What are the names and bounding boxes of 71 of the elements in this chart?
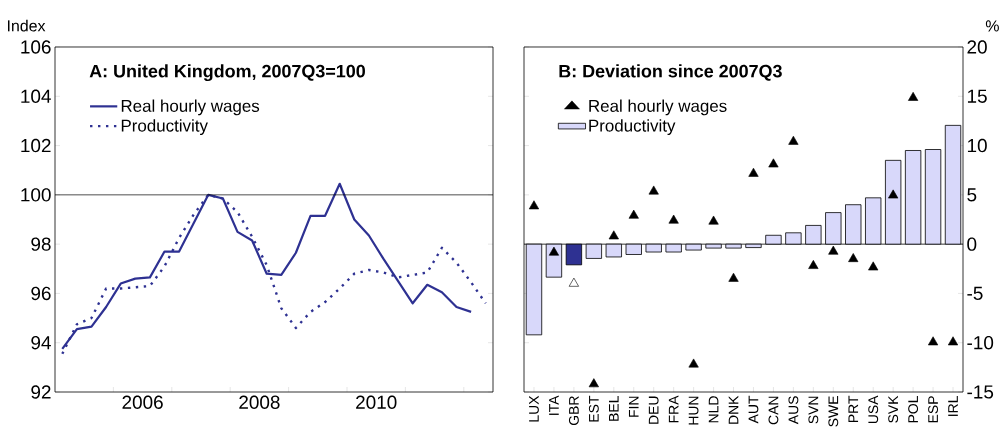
- y-tick-label: 98: [31, 237, 51, 251]
- point: [928, 336, 939, 346]
- y-tick-label: 20: [967, 40, 987, 54]
- x-tick-label: EST: [588, 395, 599, 422]
- point: [808, 260, 819, 269]
- point: [708, 215, 719, 225]
- x-tick-label: FIN: [628, 396, 639, 417]
- x-tick-label: AUS: [788, 396, 799, 425]
- x-tick-label: ITA: [549, 395, 559, 415]
- y-tick-label: 96: [31, 286, 51, 301]
- point: [848, 253, 859, 262]
- y-tick-label: 10: [967, 138, 987, 153]
- point: [748, 167, 759, 177]
- point: [528, 200, 540, 210]
- x-tick-label: 2008: [239, 395, 280, 409]
- point: [868, 261, 879, 271]
- x-tick-label: HUN: [688, 396, 699, 425]
- x-tick-label: 2006: [122, 395, 163, 409]
- x-tick-label: LUX: [529, 395, 539, 422]
- x-tick-label: IRL: [948, 395, 958, 416]
- point: [588, 378, 599, 388]
- y-tick-label: 5: [967, 188, 977, 202]
- y-tick-label: 15: [967, 89, 987, 103]
- point: [688, 358, 699, 368]
- point: [668, 214, 679, 224]
- legend-label: Real hourly wages: [121, 99, 260, 116]
- x-tick-label: BEL: [609, 395, 619, 421]
- point: [608, 230, 619, 240]
- y-tick-label: -10: [967, 336, 994, 350]
- x-tick-label: GBR: [568, 396, 579, 426]
- y-tick-label: 92: [31, 385, 51, 399]
- x-tick-label: PRT: [848, 395, 859, 423]
- point: [728, 272, 739, 282]
- y-tick-label: 104: [21, 89, 51, 103]
- x-tick-label: SWE: [828, 396, 839, 427]
- x-tick-label: DNK: [728, 395, 739, 424]
- text: A: United Kingdom, 2007Q3=100: [89, 64, 365, 82]
- point: [548, 246, 559, 256]
- y-tick-label: 100: [21, 188, 51, 202]
- y-tick-label: 94: [31, 336, 51, 350]
- point: [908, 91, 919, 101]
- x-tick-label: AUT: [748, 395, 759, 424]
- point: [788, 135, 799, 145]
- x-tick-label: USA: [868, 395, 879, 424]
- y-axis-title: Index: [7, 19, 46, 32]
- y-tick-label: -15: [967, 385, 994, 399]
- x-tick-label: DEU: [648, 396, 659, 424]
- y-axis-title: %: [985, 20, 999, 32]
- x-tick-label: SVK: [888, 395, 899, 423]
- x-tick-label: 2010: [356, 395, 397, 409]
- legend-label: Productivity: [121, 119, 208, 136]
- y-tick-label: 102: [21, 138, 51, 153]
- x-tick-label: SVN: [808, 396, 819, 424]
- x-tick-label: CAN: [768, 396, 779, 425]
- point: [628, 209, 639, 219]
- y-tick-label: -5: [967, 286, 983, 301]
- y-tick-label: 106: [21, 40, 51, 54]
- point: [888, 189, 899, 199]
- point: [568, 277, 579, 287]
- point: [947, 336, 959, 346]
- x-tick-label: ESP: [928, 396, 939, 423]
- x-tick-label: POL: [908, 395, 919, 423]
- text: B: Deviation since 2007Q3: [559, 64, 782, 81]
- point: [768, 158, 779, 168]
- legend-label: Productivity: [589, 119, 676, 136]
- y-tick-label: 0: [967, 237, 977, 251]
- point: [648, 185, 659, 195]
- x-tick-label: FRA: [668, 395, 679, 423]
- point: [828, 245, 839, 255]
- x-tick-label: NLD: [708, 396, 719, 423]
- legend-label: Real hourly wages: [589, 99, 727, 116]
